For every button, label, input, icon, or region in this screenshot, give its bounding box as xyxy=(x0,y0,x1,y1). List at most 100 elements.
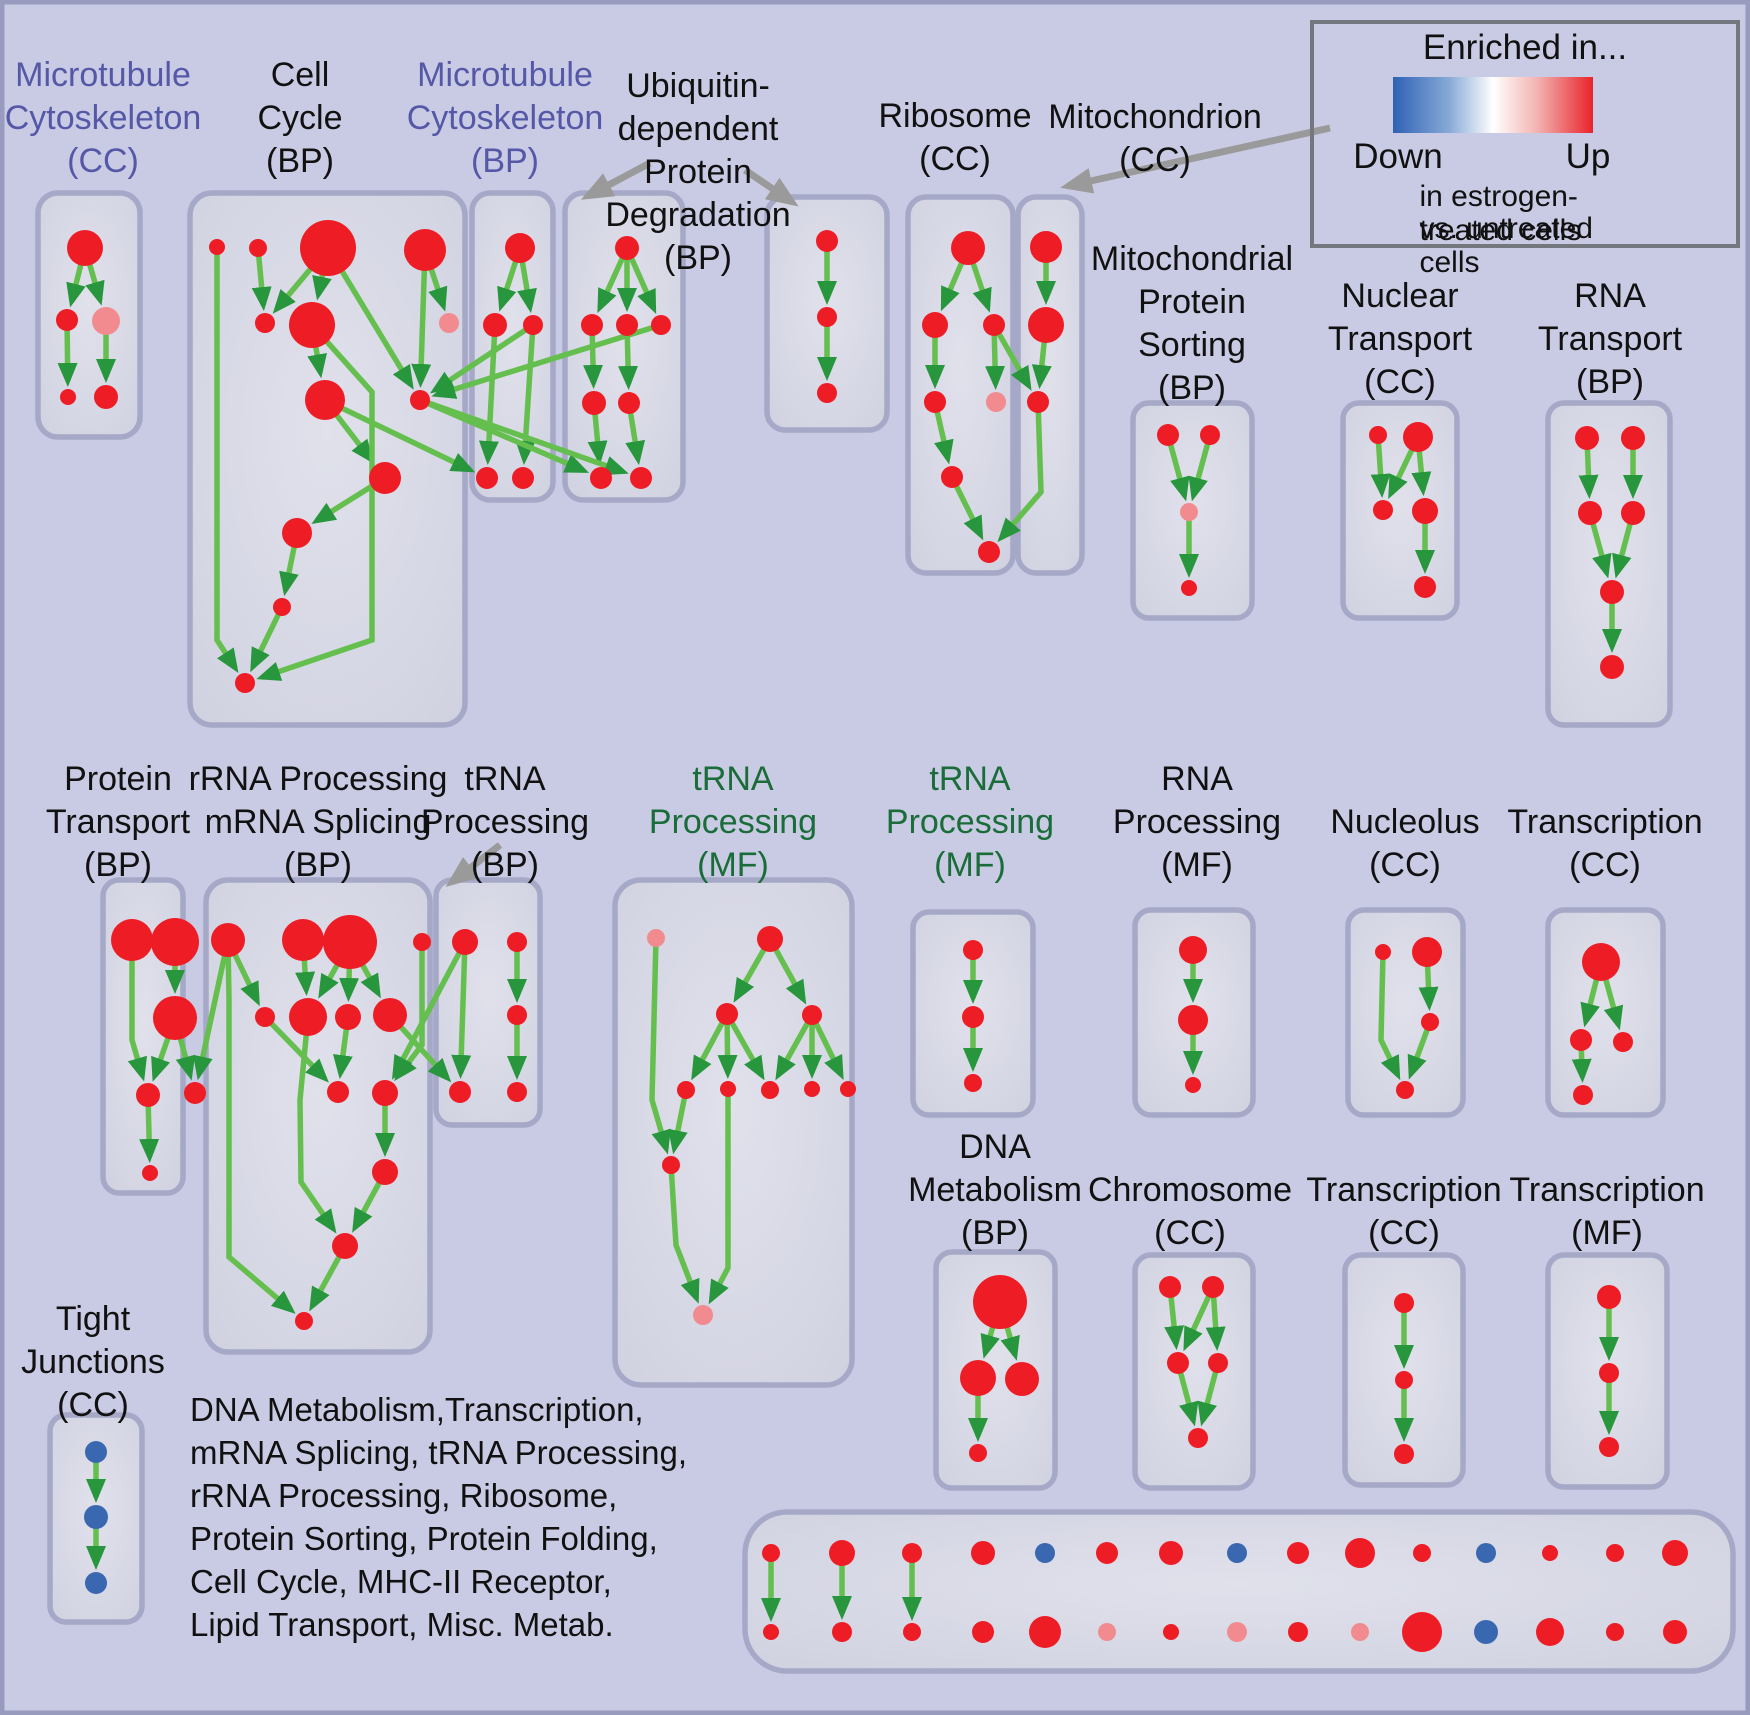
go-term-node-red xyxy=(512,467,534,489)
footnote-text: DNA Metabolism,Transcription, mRNA Splici… xyxy=(190,1388,687,1646)
go-term-node-red xyxy=(1597,1285,1621,1309)
label-tight-junctions-line: Tight xyxy=(55,1300,131,1338)
label-transcription-mf-line: (MF) xyxy=(1571,1214,1643,1252)
label-pointer-arrow-1 xyxy=(743,167,799,207)
cross-edge-ubiquitin-to-cell-cycle xyxy=(431,322,662,399)
go-term-node-red xyxy=(142,1165,158,1181)
label-nucleolus-line: (CC) xyxy=(1369,846,1441,884)
go-term-node-red xyxy=(1662,1540,1688,1566)
go-term-node-red xyxy=(1613,1032,1633,1052)
go-term-node-pink xyxy=(986,392,1006,412)
label-nucleolus-line: Nucleolus xyxy=(1330,803,1480,841)
go-term-node-red xyxy=(960,1360,996,1396)
go-term-node-red xyxy=(1027,391,1049,413)
edge-rrna xyxy=(297,1016,337,1234)
go-term-node-red xyxy=(829,1540,855,1566)
label-ubiquitin-line: Ubiquitin- xyxy=(626,67,770,105)
go-term-node-red xyxy=(249,239,267,257)
label-mito-sorting-line: Mitochondrial xyxy=(1090,240,1294,278)
go-term-node-red xyxy=(763,1624,779,1640)
go-term-node-red xyxy=(1200,425,1220,445)
label-protein-transport-line: Protein xyxy=(64,760,172,798)
edge-nucleolus xyxy=(1407,1021,1433,1080)
go-term-node-red xyxy=(413,933,431,951)
label-tight-junctions-line: Junctions xyxy=(21,1343,165,1381)
go-term-node-red xyxy=(1600,655,1624,679)
go-term-node-red xyxy=(1396,1081,1414,1099)
label-transcription-mf-line: Transcription xyxy=(1509,1171,1705,1209)
go-term-node-red xyxy=(211,923,245,957)
go-term-node-red xyxy=(922,312,948,338)
label-ubiquitin-line: Protein xyxy=(644,153,752,191)
edge-nucleolus xyxy=(1378,951,1401,1081)
go-term-node-red xyxy=(962,1006,984,1028)
go-term-node-red xyxy=(1536,1618,1564,1646)
go-term-node-red xyxy=(373,998,407,1032)
label-microtubule-bp-line: Microtubule xyxy=(417,56,593,94)
go-term-node-red xyxy=(1412,937,1442,967)
go-term-node-red xyxy=(802,1005,822,1025)
footnote-line: mRNA Splicing, tRNA Processing, xyxy=(190,1434,688,1471)
go-term-node-red xyxy=(1413,1544,1431,1562)
go-term-node-red xyxy=(404,229,446,271)
label-microtubule-cc-line: (CC) xyxy=(67,142,139,180)
go-term-node-red xyxy=(1414,576,1436,598)
label-mitochondrion-line: (CC) xyxy=(1119,141,1191,179)
go-term-node-red xyxy=(255,1007,275,1027)
legend-up-label: Up xyxy=(1565,137,1611,176)
go-term-node-red xyxy=(1599,1437,1619,1457)
go-term-node-red xyxy=(372,1159,398,1185)
label-trna-mf-2-line: tRNA xyxy=(929,760,1011,798)
label-cell-cycle-line: (BP) xyxy=(266,142,334,180)
go-term-node-red xyxy=(978,541,1000,563)
edge-trna-mf-big xyxy=(691,1012,730,1081)
go-term-node-red xyxy=(67,230,103,266)
label-dna-metabolism: DNA Metabolism (BP) xyxy=(908,1126,1082,1255)
go-term-node-red xyxy=(184,1082,206,1104)
edge-trna-mf-big xyxy=(708,1089,731,1305)
go-term-node-red xyxy=(1575,426,1599,450)
go-term-node-red xyxy=(1621,501,1645,525)
label-trna-bp: tRNA Processing (BP) xyxy=(421,758,589,887)
go-term-node-red xyxy=(255,313,275,333)
label-ubiquitin: Ubiquitin-dependent Protein Degradation (BP… xyxy=(605,65,790,280)
go-term-node-red xyxy=(924,391,946,413)
go-term-node-red xyxy=(963,940,983,960)
label-dna-metabolism-line: DNA xyxy=(959,1128,1031,1166)
go-term-node-red xyxy=(973,1275,1027,1329)
label-trna-mf-1: tRNA Processing (MF) xyxy=(649,758,817,887)
legend-subtitle-1: in estrogen-treated cells xyxy=(1419,180,1582,247)
label-nuclear-transport-line: Nuclear xyxy=(1341,277,1459,315)
cross-edge-mitochondrion-to-ribosome xyxy=(997,401,1044,543)
go-term-node-red xyxy=(720,1081,736,1097)
go-term-node-red xyxy=(1157,424,1179,446)
label-nuclear-transport-line: Transport xyxy=(1327,320,1473,358)
edge-mt-bp xyxy=(478,324,499,466)
label-trna-bp-line: Processing xyxy=(420,803,590,841)
label-mito-sorting: Mitochondrial Protein Sorting (BP) xyxy=(1091,238,1293,410)
go-term-node-blue xyxy=(1474,1620,1498,1644)
label-rrna: rRNA Processing mRNA Splicing (BP) xyxy=(189,758,448,887)
go-term-node-red xyxy=(1542,1545,1558,1561)
cross-edge-cell-cycle-to-mt-bp xyxy=(323,397,476,473)
go-term-node-red xyxy=(282,518,312,548)
go-term-node-red xyxy=(372,1080,398,1106)
label-protein-transport-line: Transport xyxy=(45,803,191,841)
footnote-line: rRNA Processing, Ribosome, xyxy=(190,1477,618,1514)
go-term-node-red xyxy=(1582,943,1620,981)
cross-edge-cell-cycle-to-ubiquitin xyxy=(419,397,629,476)
go-term-node-red xyxy=(300,220,356,276)
go-term-node-red xyxy=(1163,1624,1179,1640)
go-term-node-red xyxy=(1394,1444,1414,1464)
legend-title: Enriched in... xyxy=(1422,28,1628,67)
edge-rrna xyxy=(225,939,296,1314)
label-dna-metabolism-line: Metabolism xyxy=(908,1171,1082,1209)
label-rna-processing-mf-line: RNA xyxy=(1161,760,1233,798)
go-term-node-red xyxy=(616,314,638,336)
edge-rrna xyxy=(263,1015,329,1083)
edge-cell-cycle xyxy=(250,605,285,673)
edge-nuclear-transport xyxy=(1370,434,1391,499)
go-term-node-red xyxy=(651,315,671,335)
go-term-node-red xyxy=(1606,1544,1624,1562)
go-term-node-red xyxy=(60,389,76,405)
